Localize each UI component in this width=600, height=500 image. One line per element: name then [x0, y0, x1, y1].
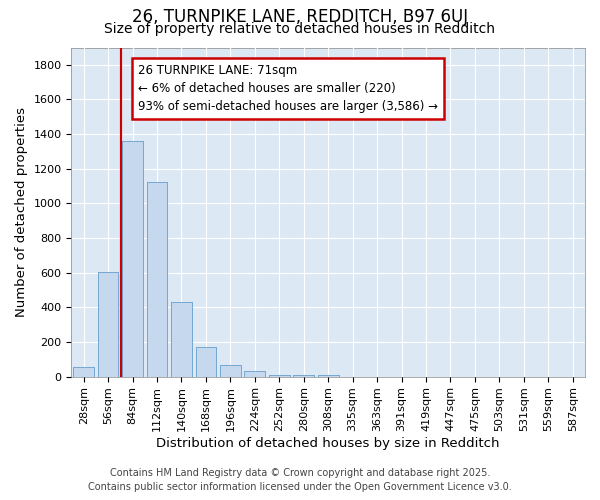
Bar [293, 375, 314, 376]
Bar [146, 182, 167, 376]
Bar [196, 347, 217, 376]
Bar [122, 141, 143, 376]
Bar [98, 272, 118, 376]
Bar [73, 367, 94, 376]
Bar [318, 375, 338, 376]
Bar [318, 375, 338, 376]
Text: 26, TURNPIKE LANE, REDDITCH, B97 6UJ: 26, TURNPIKE LANE, REDDITCH, B97 6UJ [132, 8, 468, 26]
Bar [73, 367, 94, 376]
Text: Size of property relative to detached houses in Redditch: Size of property relative to detached ho… [104, 22, 496, 36]
Bar [220, 366, 241, 376]
Bar [196, 347, 217, 376]
Bar [293, 375, 314, 376]
Y-axis label: Number of detached properties: Number of detached properties [15, 107, 28, 317]
X-axis label: Distribution of detached houses by size in Redditch: Distribution of detached houses by size … [157, 437, 500, 450]
Bar [269, 375, 290, 376]
Bar [98, 272, 118, 376]
Bar [146, 182, 167, 376]
Bar [244, 370, 265, 376]
Text: Contains HM Land Registry data © Crown copyright and database right 2025.
Contai: Contains HM Land Registry data © Crown c… [88, 468, 512, 492]
Bar [269, 375, 290, 376]
Bar [122, 141, 143, 376]
Text: 26 TURNPIKE LANE: 71sqm
← 6% of detached houses are smaller (220)
93% of semi-de: 26 TURNPIKE LANE: 71sqm ← 6% of detached… [138, 64, 438, 113]
Bar [171, 302, 192, 376]
Bar [171, 302, 192, 376]
Bar [220, 366, 241, 376]
Bar [244, 370, 265, 376]
